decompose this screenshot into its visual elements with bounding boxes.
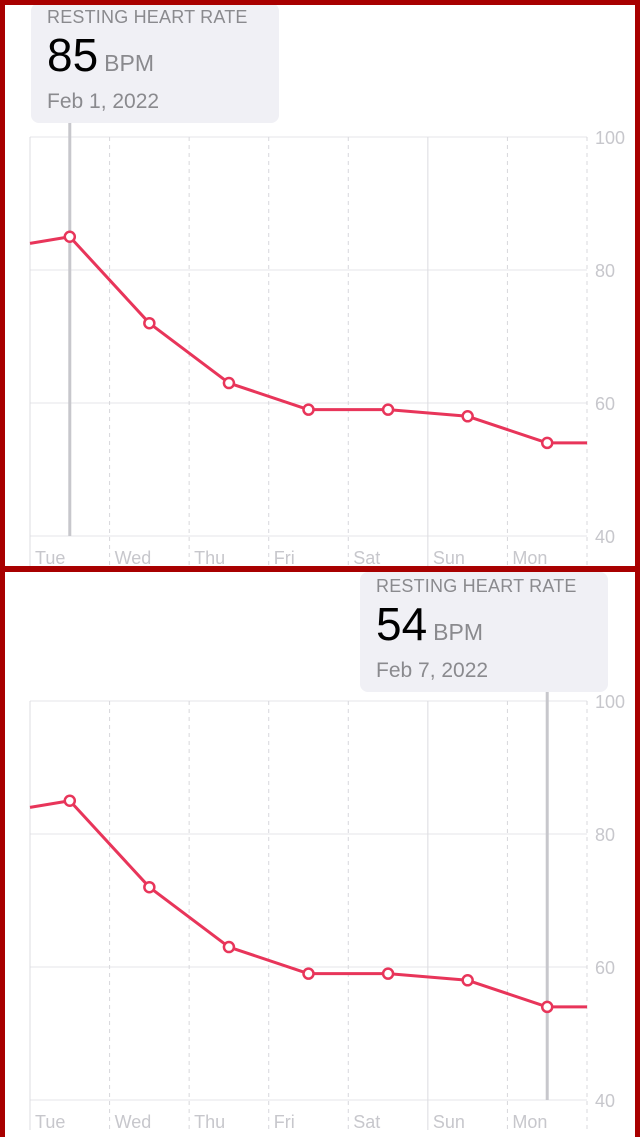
y-tick-label: 60 bbox=[595, 958, 615, 978]
callout-title: RESTING HEART RATE bbox=[47, 7, 248, 27]
data-point bbox=[222, 940, 236, 954]
data-point bbox=[381, 967, 395, 980]
data-point bbox=[143, 880, 156, 894]
x-tick-label: Mon bbox=[512, 548, 547, 566]
callout-value: 85 bbox=[47, 29, 99, 81]
callout-date: Feb 1, 2022 bbox=[47, 90, 160, 113]
x-tick-label: Thu bbox=[194, 1112, 225, 1132]
x-tick-label: Wed bbox=[115, 1112, 152, 1132]
y-tick-label: 100 bbox=[595, 692, 625, 712]
x-tick-label: Sat bbox=[353, 548, 380, 566]
x-tick-label: Mon bbox=[512, 1112, 547, 1132]
x-tick-label: Sun bbox=[433, 1112, 465, 1132]
callout-value: 54 bbox=[376, 598, 428, 650]
x-tick-label: Wed bbox=[115, 548, 152, 566]
heart-rate-chart[interactable]: 100 80 60 40 Tue Wed Thu Fri Sat Sun Mon bbox=[5, 572, 635, 1137]
data-point bbox=[143, 316, 156, 330]
y-tick-label: 80 bbox=[595, 825, 615, 845]
x-tick-label: Thu bbox=[194, 548, 225, 566]
x-tick-label: Sat bbox=[353, 1112, 380, 1132]
x-tick-label: Fri bbox=[274, 548, 295, 566]
x-tick-label: Tue bbox=[35, 548, 65, 566]
chart-panel-top: 100 80 60 40 Tue Wed Thu Fri Sat Sun Mon RESTING H… bbox=[5, 5, 635, 566]
x-tick-label: Fri bbox=[274, 1112, 295, 1132]
selection-callout: RESTING HEART RATE 54 BPM Feb 7, 2022 bbox=[360, 572, 608, 692]
y-tick-label: 60 bbox=[595, 394, 615, 414]
y-tick-label: 40 bbox=[595, 1091, 615, 1111]
callout-date: Feb 7, 2022 bbox=[376, 659, 489, 682]
callout-unit: BPM bbox=[104, 50, 155, 76]
callout-unit: BPM bbox=[433, 619, 484, 645]
y-tick-label: 100 bbox=[595, 128, 625, 148]
data-point bbox=[461, 410, 474, 423]
data-point bbox=[302, 967, 315, 980]
data-point bbox=[63, 794, 77, 807]
chart-panel-bottom: 100 80 60 40 Tue Wed Thu Fri Sat Sun Mon RESTING H… bbox=[5, 572, 635, 1137]
data-point bbox=[540, 436, 554, 450]
callout-title: RESTING HEART RATE bbox=[376, 576, 577, 596]
data-point bbox=[63, 230, 77, 243]
data-point bbox=[302, 403, 315, 416]
selection-callout: RESTING HEART RATE 85 BPM Feb 1, 2022 bbox=[31, 5, 279, 123]
data-point bbox=[461, 974, 474, 987]
data-point bbox=[222, 376, 236, 390]
x-tick-label: Tue bbox=[35, 1112, 65, 1132]
data-point bbox=[540, 1000, 554, 1014]
y-tick-label: 40 bbox=[595, 527, 615, 547]
x-tick-label: Sun bbox=[433, 548, 465, 566]
data-point bbox=[381, 403, 395, 416]
y-tick-label: 80 bbox=[595, 261, 615, 281]
heart-rate-chart[interactable]: 100 80 60 40 Tue Wed Thu Fri Sat Sun Mon bbox=[5, 5, 635, 566]
